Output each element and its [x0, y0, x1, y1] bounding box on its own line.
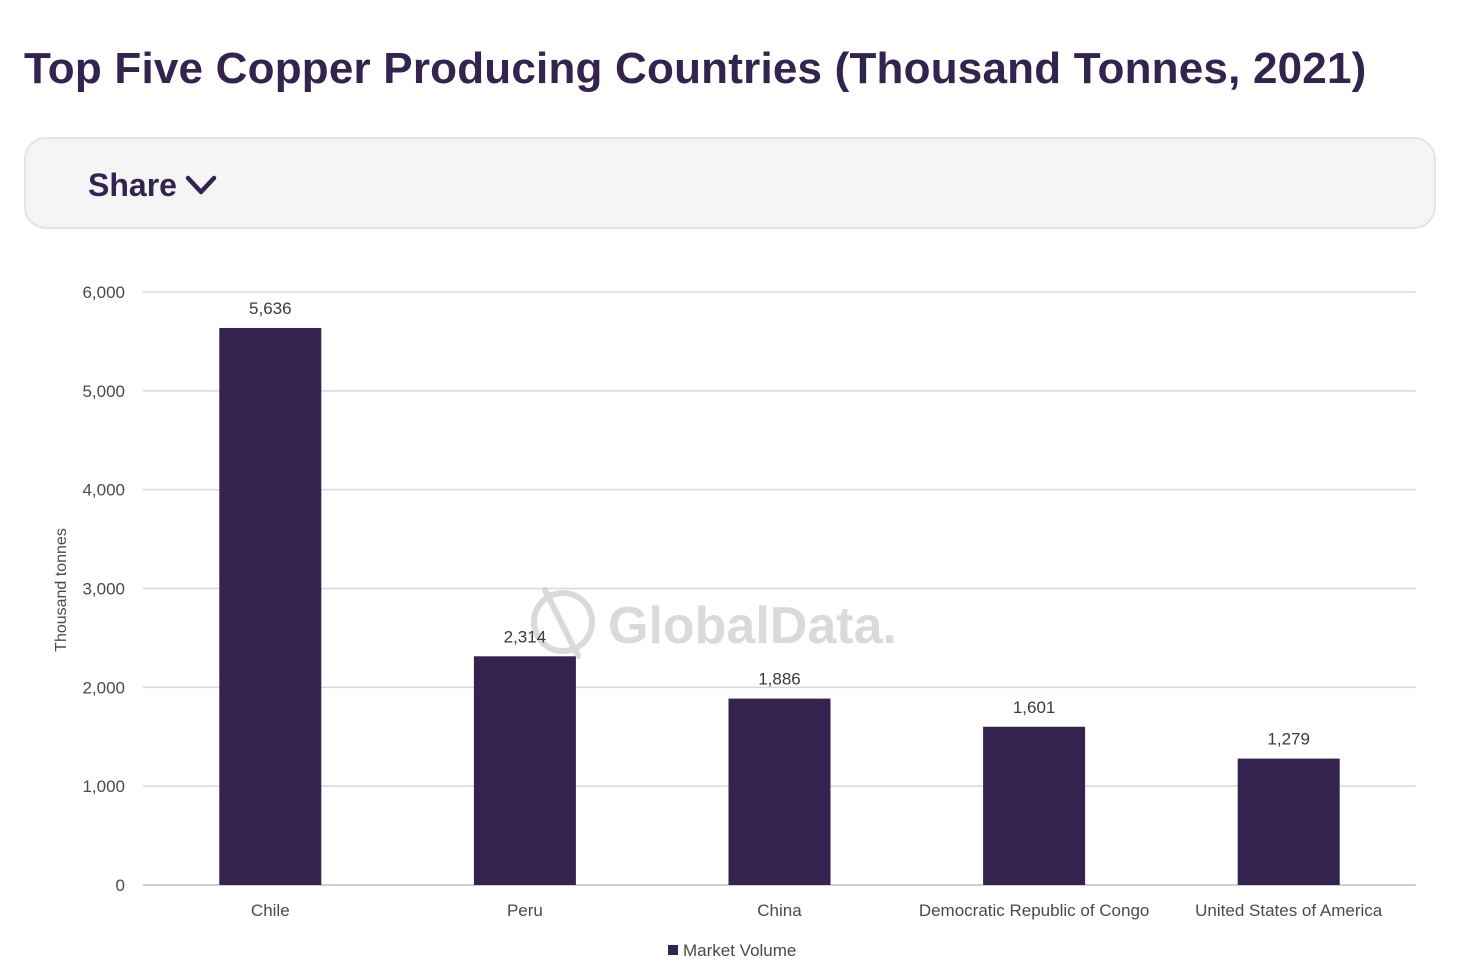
legend: Market Volume [668, 941, 796, 960]
bar-value-label: 1,886 [758, 670, 801, 689]
x-category-label: Chile [251, 901, 290, 920]
bar [1237, 758, 1340, 885]
chevron-down-icon [185, 175, 217, 195]
bars [219, 327, 1340, 885]
watermark-logo-icon-stroke [542, 587, 581, 659]
bar [728, 698, 831, 885]
x-category-label: Peru [507, 901, 543, 920]
legend-swatch [668, 945, 678, 955]
share-button[interactable]: Share [88, 163, 217, 207]
bar-value-label: 1,279 [1267, 730, 1310, 749]
x-category-label: China [757, 901, 802, 920]
y-tick-label: 2,000 [82, 678, 125, 697]
y-tick-label: 6,000 [82, 283, 125, 302]
share-label: Share [88, 166, 177, 203]
y-axis-ticks: 0 1,000 2,000 3,000 4,000 5,000 6,000 [82, 283, 125, 895]
y-axis-title: Thousand tonnes [53, 528, 70, 652]
bar-value-label: 5,636 [249, 299, 292, 318]
bar [473, 656, 576, 885]
bar-value-label: 2,314 [504, 627, 547, 646]
x-category-label: Democratic Republic of Congo [919, 901, 1150, 920]
watermark-logo-icon [531, 590, 595, 654]
y-tick-label: 5,000 [82, 382, 125, 401]
share-bar: Share [24, 137, 1436, 229]
x-category-label: United States of America [1195, 901, 1383, 920]
bar-value-label: 1,601 [1013, 698, 1056, 717]
y-tick-label: 4,000 [82, 481, 125, 500]
value-labels: 5,636 2,314 1,886 1,601 1,279 [249, 299, 1310, 749]
y-tick-label: 1,000 [82, 777, 125, 796]
legend-label: Market Volume [683, 941, 796, 960]
y-tick-label: 0 [116, 876, 125, 895]
x-axis-labels: Chile Peru China Democratic Republic of Con… [251, 901, 1383, 920]
y-tick-label: 3,000 [82, 580, 125, 599]
watermark-text: GlobalData. [608, 597, 897, 655]
watermark-logo: GlobalData. [531, 587, 897, 659]
page-title: Top Five Copper Producing Countries (Tho… [24, 44, 1367, 93]
bar [983, 726, 1086, 885]
bar [219, 327, 322, 885]
